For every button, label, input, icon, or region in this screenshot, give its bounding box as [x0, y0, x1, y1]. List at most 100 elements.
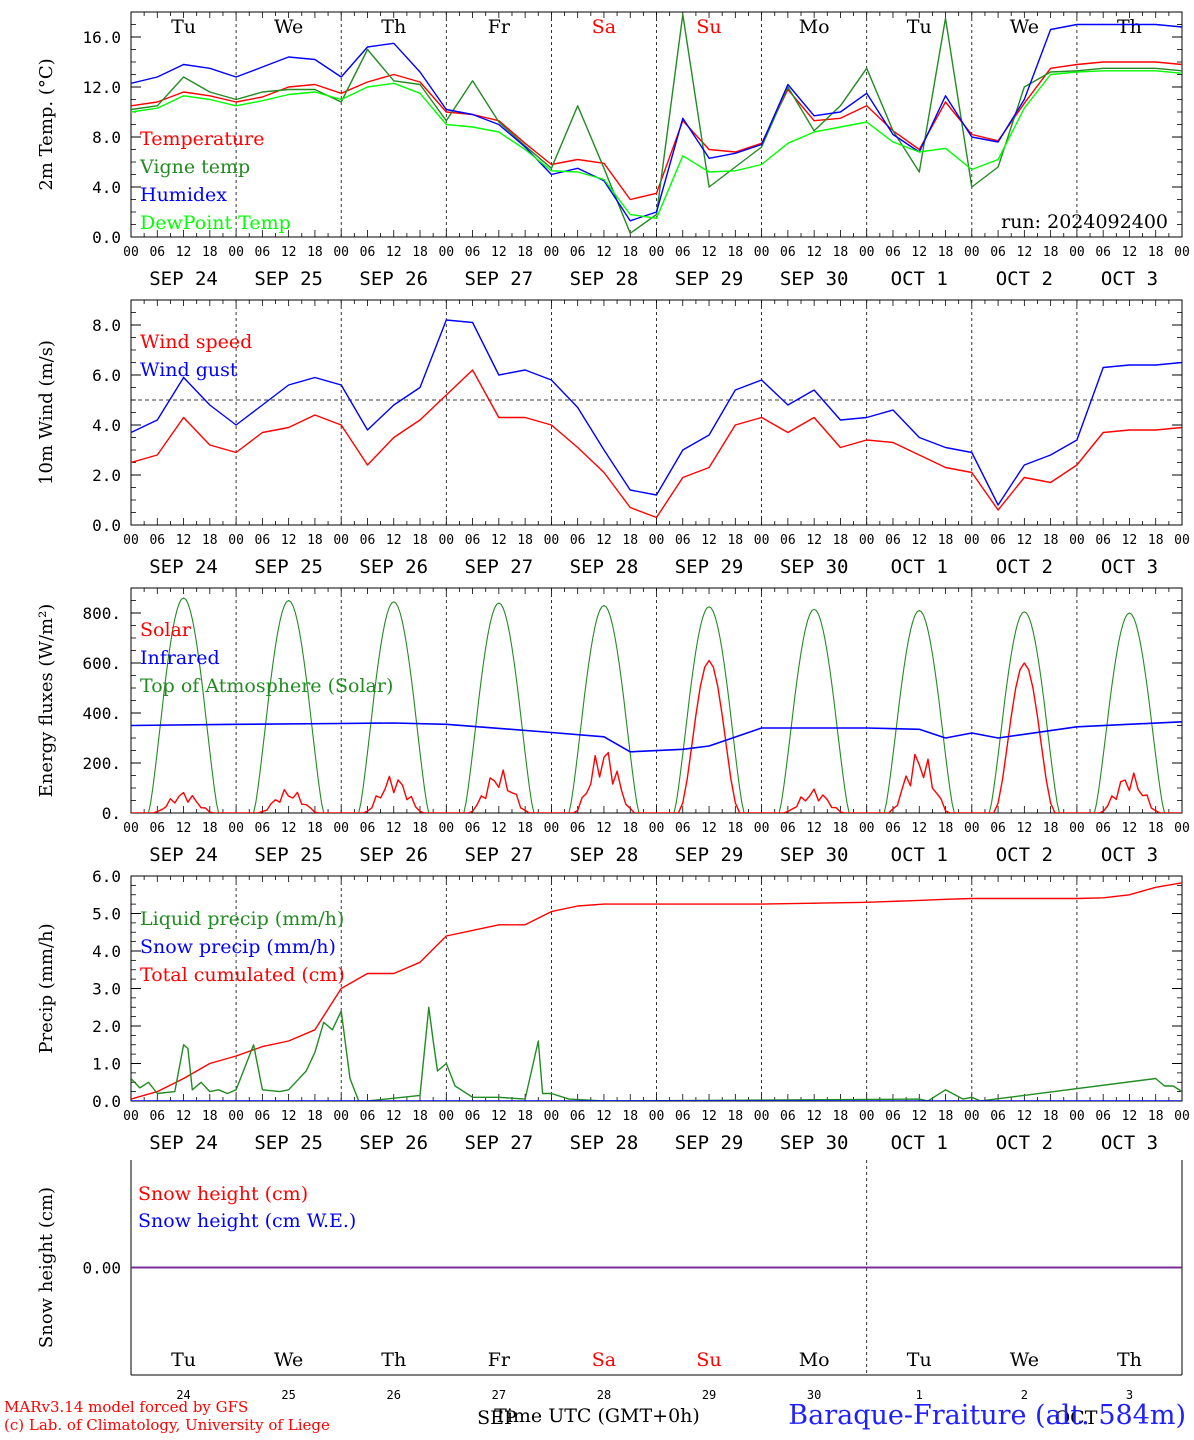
y-tick-label: 3.0: [92, 980, 121, 999]
hour-tick-label: 18: [412, 245, 428, 260]
y-tick-label: 200.: [82, 754, 121, 773]
date-label: SEP 26: [359, 268, 428, 290]
panel-4: 0.0 1.0 2.0 3.0 4.0 5.0 6.0 Precip (mm/h) 00 06 12…: [36, 867, 1190, 1154]
hour-tick-label: 18: [833, 821, 849, 836]
hour-tick-label: 18: [938, 533, 954, 548]
hour-tick-label: 18: [938, 245, 954, 260]
hour-tick-label: 00: [333, 821, 349, 836]
hour-tick-label: 12: [386, 821, 402, 836]
day-number-label: 27: [492, 1388, 506, 1402]
day-number-label: 24: [176, 1388, 190, 1402]
date-label: SEP 27: [465, 844, 534, 866]
y-axis-label: Snow height (cm): [36, 1187, 57, 1348]
y-tick-label: 2.0: [92, 466, 121, 485]
hour-tick-label: 18: [727, 533, 743, 548]
date-label: SEP 25: [254, 844, 323, 866]
hour-tick-label: 12: [806, 245, 822, 260]
weekday-label: Th: [1117, 1349, 1142, 1371]
panel-1: 0.0 4.0 8.0 12.0 16.0 2m Temp. (°C) 00 06 12 18 00…: [36, 11, 1190, 290]
hour-tick-label: 12: [281, 533, 297, 548]
date-label: SEP 25: [254, 556, 323, 578]
hour-tick-label: 18: [622, 533, 638, 548]
hour-tick-label: 00: [333, 533, 349, 548]
hour-tick-label: 12: [176, 533, 192, 548]
series-line-1: [131, 319, 1182, 506]
hour-tick-label: 18: [412, 821, 428, 836]
hour-tick-label: 12: [491, 533, 507, 548]
hour-tick-label: 06: [1095, 245, 1111, 260]
series-line-1: [131, 13, 1182, 235]
hour-tick-label: 00: [544, 245, 560, 260]
hour-tick-label: 12: [701, 1109, 717, 1124]
hour-tick-label: 12: [1017, 533, 1033, 548]
hour-tick-label: 18: [1043, 245, 1059, 260]
y-tick-label: 0.0: [92, 228, 121, 247]
y-tick-label: 6.0: [92, 366, 121, 385]
hour-tick-label: 18: [307, 533, 323, 548]
legend-entry: Wind speed: [140, 331, 252, 353]
y-tick-label: 16.0: [82, 28, 121, 47]
hour-tick-label: 12: [176, 245, 192, 260]
hour-tick-label: 06: [149, 245, 165, 260]
y-tick-label: 2.0: [92, 1017, 121, 1036]
hour-tick-label: 18: [412, 533, 428, 548]
hour-tick-label: 00: [438, 1109, 454, 1124]
credit-line-model: MARv3.14 model forced by GFS: [4, 1398, 249, 1416]
date-label: SEP 24: [149, 556, 218, 578]
day-number-label: 1: [916, 1388, 923, 1402]
hour-tick-label: 06: [255, 821, 271, 836]
series-line-2: [131, 23, 1182, 222]
hour-tick-label: 12: [1017, 821, 1033, 836]
hour-tick-label: 12: [491, 1109, 507, 1124]
hour-tick-label: 12: [386, 245, 402, 260]
hour-tick-label: 18: [833, 245, 849, 260]
credit-line-lab: (c) Lab. of Climatology, University of L…: [4, 1416, 330, 1434]
hour-tick-label: 06: [1095, 821, 1111, 836]
y-tick-label: 5.0: [92, 905, 121, 924]
day-number-label: 25: [281, 1388, 295, 1402]
y-tick-label: 1.0: [92, 1055, 121, 1074]
hour-tick-label: 18: [1148, 1109, 1164, 1124]
hour-tick-label: 00: [859, 1109, 875, 1124]
plot-area: [131, 597, 1182, 813]
y-tick-label: 400.: [82, 704, 121, 723]
hour-tick-label: 00: [964, 1109, 980, 1124]
hour-tick-label: 12: [491, 245, 507, 260]
legend-entry: DewPoint Temp: [140, 212, 291, 234]
date-label: OCT 1: [891, 1132, 948, 1154]
hour-tick-label: 18: [202, 1109, 218, 1124]
legend-entry: Solar: [140, 619, 192, 641]
legend-entry: Wind gust: [140, 359, 238, 381]
hour-tick-label: 00: [438, 533, 454, 548]
date-label: OCT 1: [891, 844, 948, 866]
date-label: OCT 1: [891, 556, 948, 578]
date-label: SEP 29: [675, 268, 744, 290]
hour-tick-label: 06: [255, 245, 271, 260]
hour-tick-label: 00: [123, 533, 139, 548]
weekday-label: We: [274, 1349, 303, 1371]
hour-tick-label: 00: [964, 821, 980, 836]
hour-tick-label: 06: [675, 533, 691, 548]
day-number-label: 29: [702, 1388, 716, 1402]
series-line-0: [131, 882, 1182, 1100]
date-label: SEP 24: [149, 844, 218, 866]
legend-entry: Liquid precip (mm/h): [140, 908, 344, 930]
weekday-label: Sa: [592, 16, 616, 38]
hour-tick-label: 06: [675, 1109, 691, 1124]
legend-entry: Snow height (cm): [138, 1183, 308, 1205]
hour-tick-label: 12: [1017, 245, 1033, 260]
date-label: SEP 28: [570, 556, 639, 578]
hour-tick-label: 00: [333, 1109, 349, 1124]
hour-tick-label: 12: [701, 245, 717, 260]
infrared-line: [131, 721, 1182, 753]
hour-tick-label: 00: [1069, 821, 1085, 836]
date-label: SEP 26: [359, 844, 428, 866]
hour-tick-label: 18: [622, 1109, 638, 1124]
hour-tick-label: 00: [544, 821, 560, 836]
model-credits: MARv3.14 model forced by GFS (c) Lab. of…: [4, 1398, 330, 1434]
hour-tick-label: 12: [596, 245, 612, 260]
weekday-label: Th: [381, 1349, 406, 1371]
hour-tick-label: 00: [123, 245, 139, 260]
hour-tick-label: 18: [517, 533, 533, 548]
